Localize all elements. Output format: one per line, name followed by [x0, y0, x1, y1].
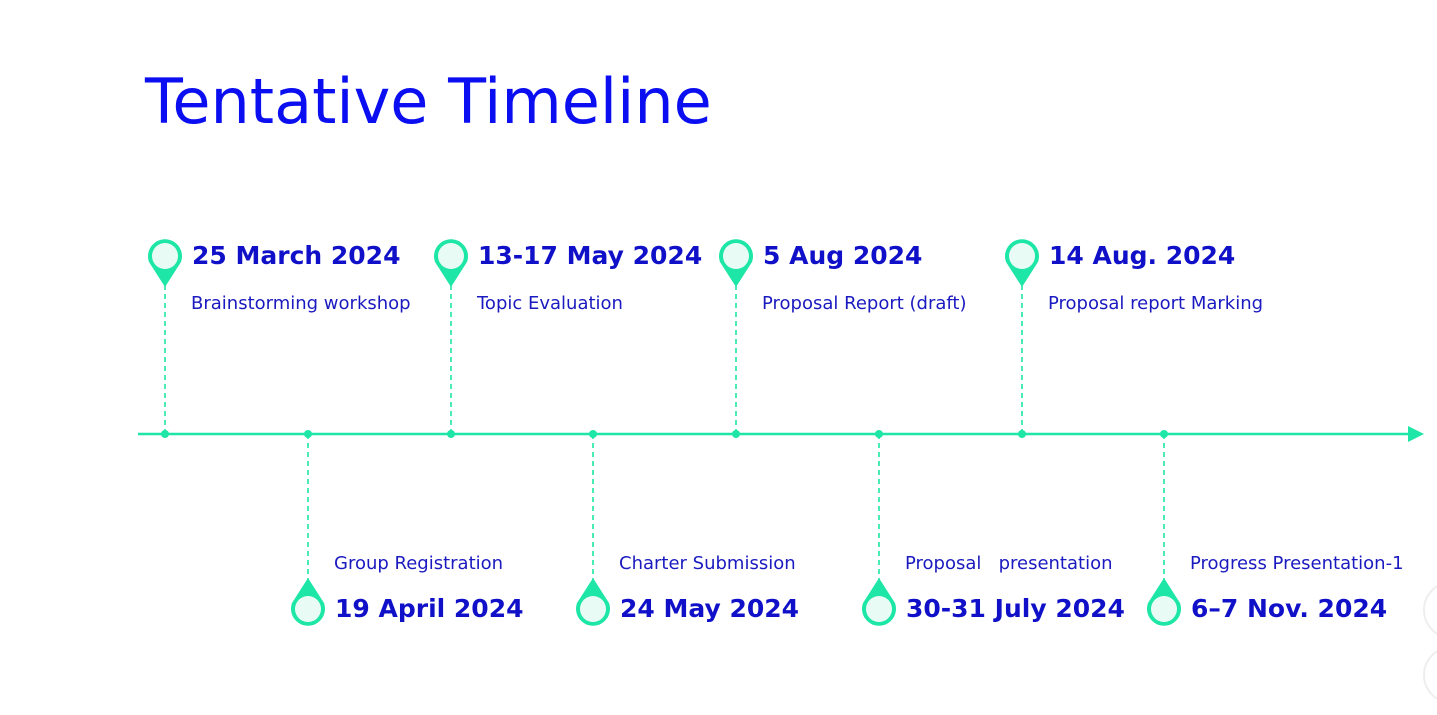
map-pin-inner [1009, 243, 1035, 269]
milestone-date: 30-31 July 2024 [906, 594, 1125, 623]
map-pin-inner [580, 596, 606, 622]
milestone-date: 25 March 2024 [192, 241, 401, 270]
milestone-date: 14 Aug. 2024 [1049, 241, 1236, 270]
milestone-label: Group Registration [334, 553, 504, 574]
map-pin-inner [152, 243, 178, 269]
map-pin-inner [1151, 596, 1177, 622]
milestone-label: Proposal Report (draft) [762, 293, 967, 314]
milestone-label: Brainstorming workshop [191, 293, 411, 314]
map-pin-inner [866, 596, 892, 622]
milestone-label: Proposal report Marking [1048, 293, 1264, 314]
milestone-date: 6–7 Nov. 2024 [1191, 594, 1388, 623]
milestone-label: Progress Presentation-1 [1190, 553, 1404, 574]
corner-decoration [1423, 585, 1437, 700]
timeline-arrow-head [1408, 426, 1424, 442]
milestone-label: Topic Evaluation [477, 293, 623, 314]
milestone-label: Proposal presentation [905, 553, 1113, 574]
milestone-label: Charter Submission [619, 553, 796, 574]
page-title: Tentative Timeline [145, 65, 712, 138]
milestone-date: 19 April 2024 [335, 594, 524, 623]
map-pin-inner [295, 596, 321, 622]
milestone-date: 5 Aug 2024 [763, 241, 923, 270]
map-pin-inner [723, 243, 749, 269]
milestone-date: 24 May 2024 [620, 594, 800, 623]
map-pin-inner [438, 243, 464, 269]
milestone-date: 13-17 May 2024 [478, 241, 703, 270]
